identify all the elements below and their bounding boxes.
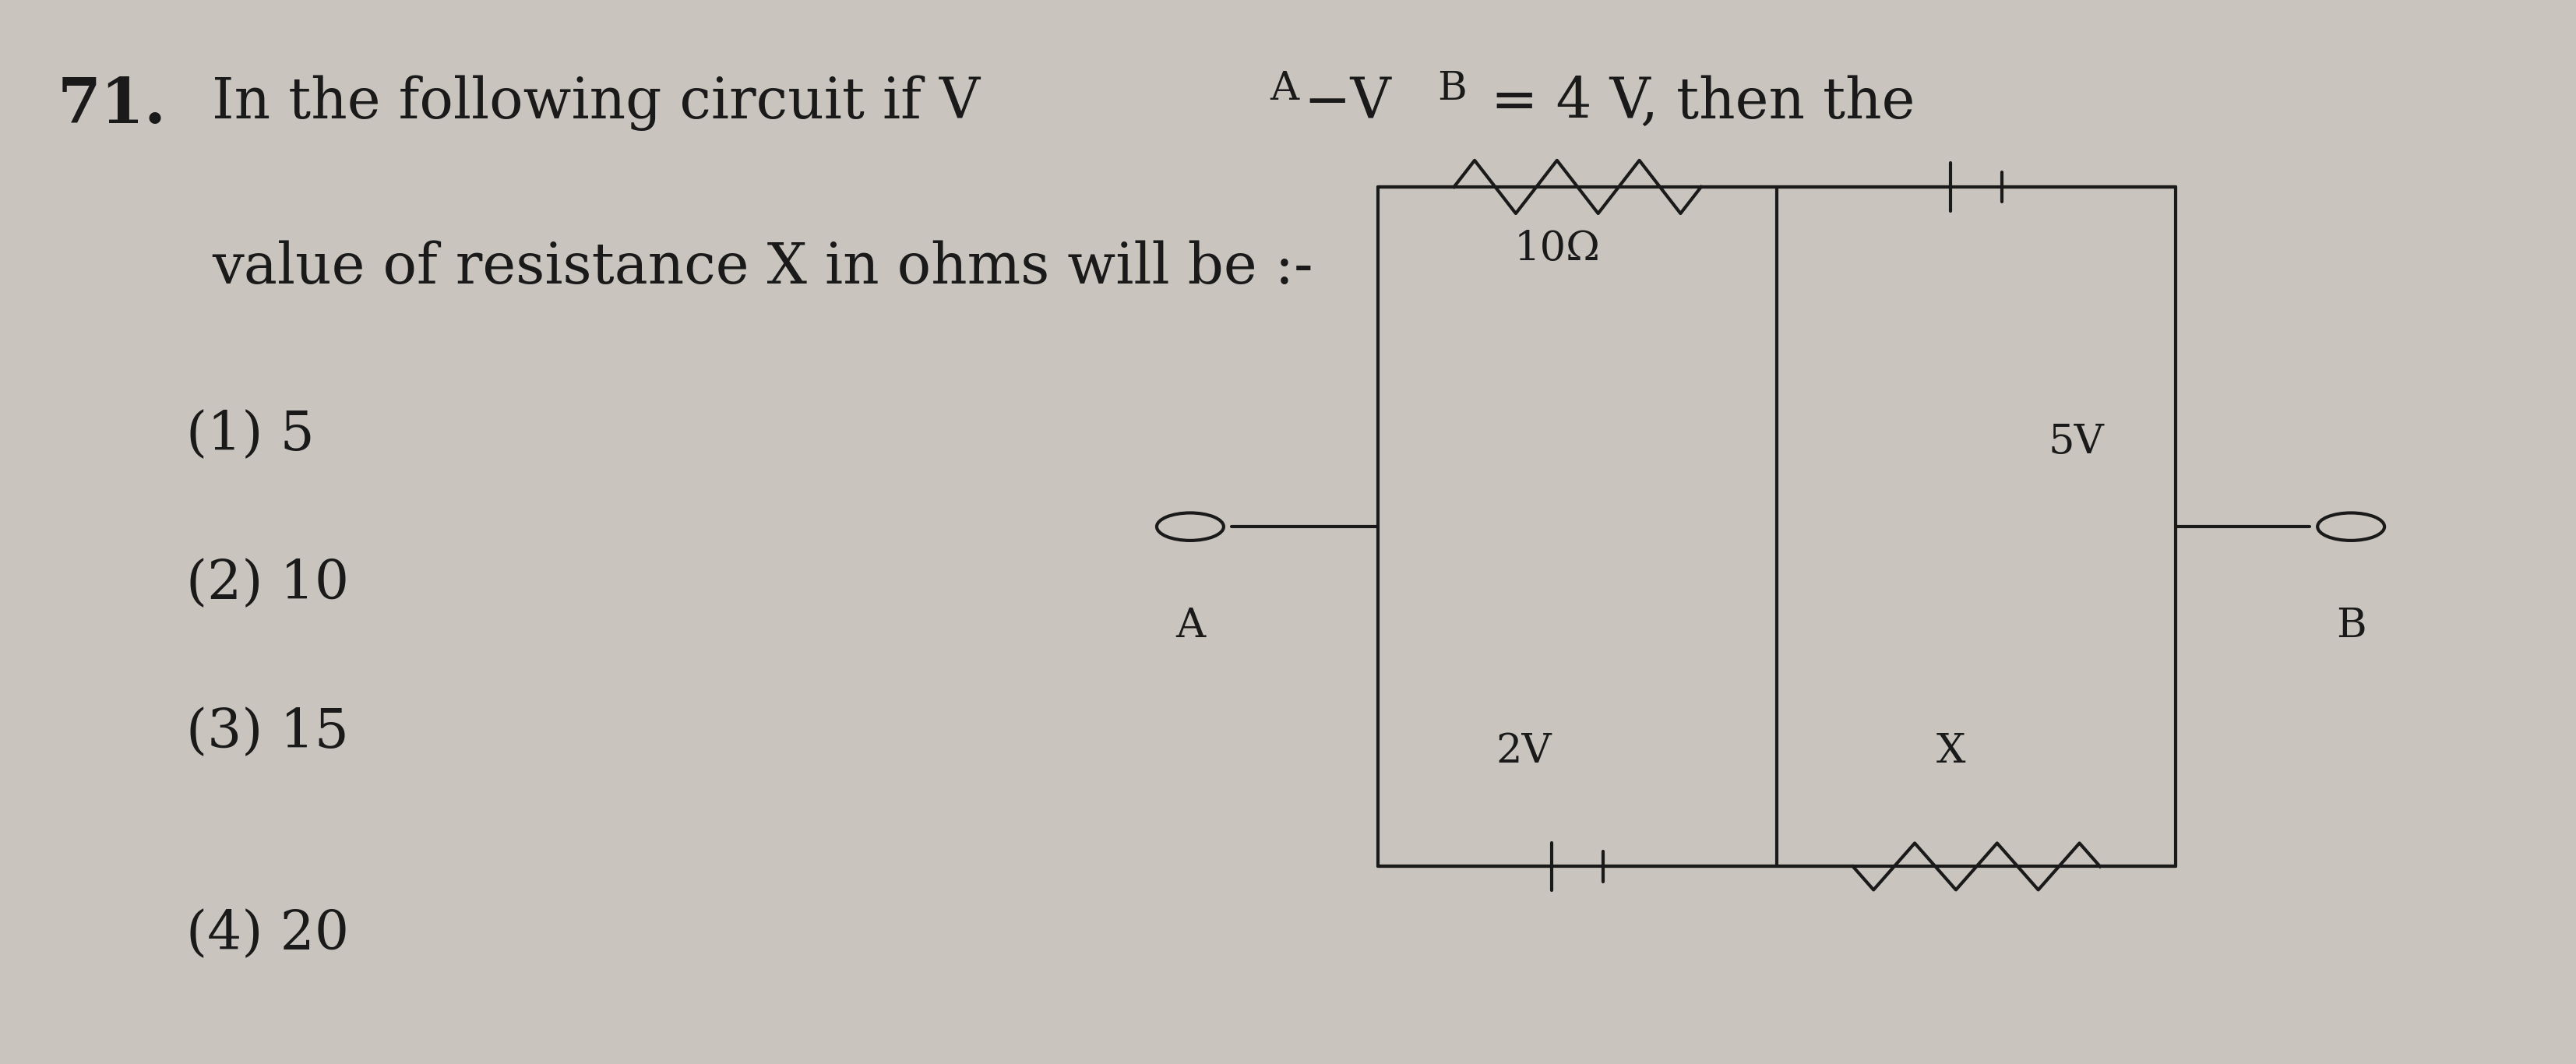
Text: = 4 V, then the: = 4 V, then the — [1473, 76, 1917, 131]
Text: In the following circuit if V: In the following circuit if V — [211, 76, 981, 131]
Text: A: A — [1175, 606, 1206, 646]
Text: (1) 5: (1) 5 — [185, 410, 314, 462]
Text: (3) 15: (3) 15 — [185, 708, 350, 759]
Text: B: B — [1437, 70, 1466, 109]
Text: 5V: 5V — [2048, 422, 2105, 462]
Text: X: X — [1937, 731, 1965, 771]
Text: value of resistance X in ohms will be :-: value of resistance X in ohms will be :- — [211, 240, 1314, 295]
Text: 10Ω: 10Ω — [1515, 230, 1600, 269]
Text: A: A — [1270, 70, 1298, 109]
Text: 2V: 2V — [1497, 731, 1551, 771]
Text: −V: −V — [1303, 76, 1391, 131]
Text: (2) 10: (2) 10 — [185, 559, 350, 611]
Text: B: B — [2336, 606, 2367, 646]
Text: (4) 20: (4) 20 — [185, 909, 350, 961]
Text: 71.: 71. — [57, 76, 167, 136]
